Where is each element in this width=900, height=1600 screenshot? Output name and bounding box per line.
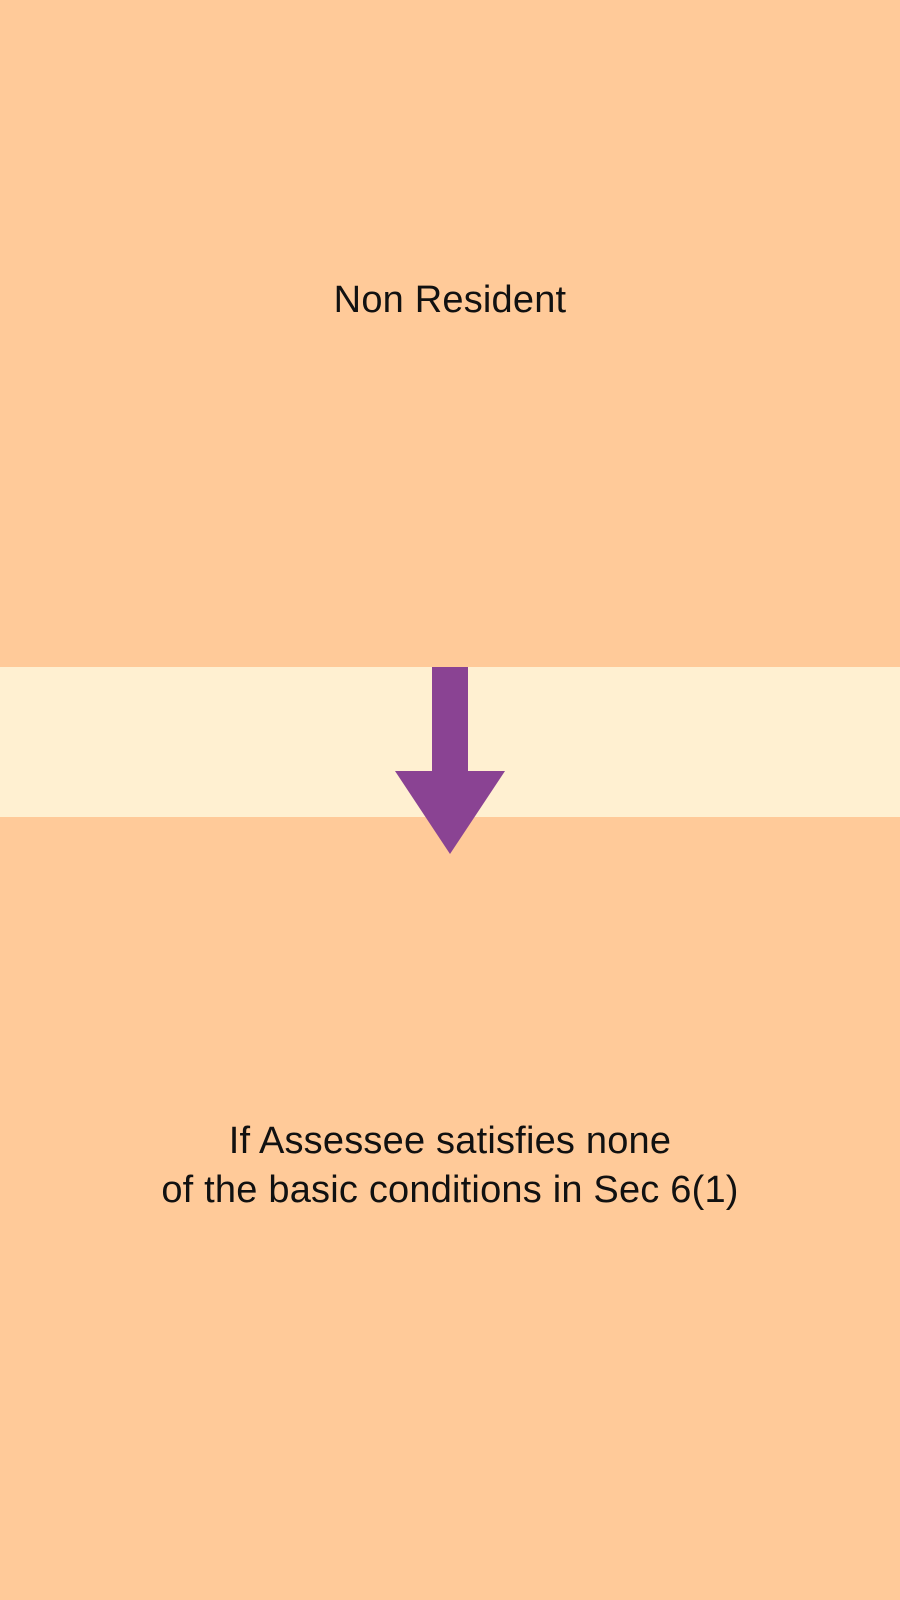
non-resident-label: Non Resident <box>333 279 567 321</box>
condition-line-2: of the basic conditions in Sec 6(1) <box>161 1168 739 1211</box>
condition-box: If Assessee satisfies none of the basic … <box>0 817 900 1600</box>
non-resident-box: Non Resident <box>0 0 900 667</box>
arrow-shape <box>395 667 505 854</box>
condition-line-1: If Assessee satisfies none <box>228 1119 672 1162</box>
condition-text: If Assessee satisfies none of the basic … <box>161 1117 738 1215</box>
arrow-down-icon <box>395 667 505 854</box>
